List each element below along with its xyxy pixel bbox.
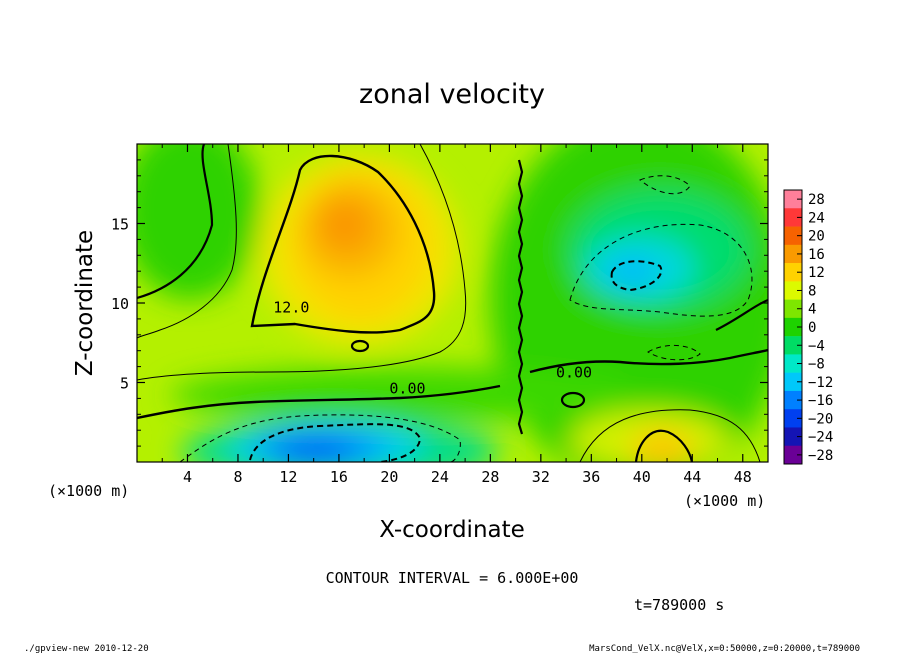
x-tick-label: 8	[233, 468, 242, 486]
y-axis: 5 10 15	[111, 159, 768, 447]
colorbar-swatch	[784, 354, 802, 373]
colorbar-swatch	[784, 208, 802, 227]
colorbar-label: −28	[808, 448, 833, 464]
contour-labels: 12.0 0.00 0.00	[273, 299, 592, 398]
colorbar-label: −20	[808, 411, 833, 427]
contour-lines	[137, 144, 768, 462]
x-tick-label: 48	[734, 468, 752, 486]
colorbar-label: 28	[808, 192, 825, 208]
x-axis-title: X-coordinate	[379, 517, 525, 543]
colorbar-swatch	[784, 263, 802, 282]
x-tick-label: 44	[683, 468, 701, 486]
colorbar-swatch	[784, 390, 802, 410]
colorbar-label: −8	[808, 357, 825, 373]
colorbar-label: 12	[808, 265, 825, 281]
colorbar-label: 8	[808, 283, 816, 299]
colorbar-swatch	[784, 190, 802, 209]
contour-label: 0.00	[556, 364, 592, 382]
time-label: t=789000 s	[634, 596, 724, 614]
colorbar-label: 20	[808, 229, 825, 245]
y-tick-label: 15	[111, 216, 129, 234]
y-tick-label: 10	[111, 295, 129, 313]
colorbar-label: −16	[808, 393, 833, 409]
contour-interval-note: CONTOUR INTERVAL = 6.000E+00	[326, 569, 579, 587]
x-unit-right: (×1000 m)	[684, 492, 765, 510]
x-tick-label: 28	[481, 468, 499, 486]
colorbar-swatch	[784, 427, 802, 447]
x-tick-label: 32	[532, 468, 550, 486]
colorbar-swatch	[784, 226, 802, 246]
colorbar-label: −24	[808, 430, 833, 446]
colorbar-swatch	[784, 409, 802, 428]
x-tick-label: 4	[183, 468, 192, 486]
colorbar-swatch	[784, 317, 802, 337]
footer-left: ./gpview-new 2010-12-20	[24, 644, 149, 654]
x-tick-label: 20	[380, 468, 398, 486]
contour-label: 12.0	[273, 299, 309, 317]
plot-area: 12.0 0.00 0.00	[137, 144, 768, 462]
x-tick-label: 36	[582, 468, 600, 486]
colorbar-swatch	[784, 244, 802, 264]
color-field	[137, 144, 768, 462]
colorbar-label: 24	[808, 210, 825, 226]
x-tick-label: 16	[330, 468, 348, 486]
colorbar-label: −12	[808, 375, 833, 391]
x-tick-label: 40	[633, 468, 651, 486]
chart-title: zonal velocity	[359, 79, 545, 110]
y-axis-title: Z-coordinate	[72, 230, 98, 376]
x-tick-label: 12	[279, 468, 297, 486]
y-tick-label: 5	[120, 375, 129, 393]
colorbar: 28 24 20 16 12 8 4 0 −4 −8 −12 −16 −20 −24 −28	[783, 189, 833, 465]
colorbar-label: 4	[808, 302, 816, 318]
colorbar-swatch	[784, 299, 802, 319]
contour-label: 0.00	[389, 380, 425, 398]
colorbar-label: −4	[808, 338, 825, 354]
colorbar-swatch	[784, 336, 802, 355]
footer-right: MarsCond_VelX.nc@VelX,x=0:50000,z=0:2000…	[589, 644, 860, 654]
colorbar-label: 16	[808, 247, 825, 263]
colorbar-swatch	[784, 372, 802, 392]
colorbar-swatch	[784, 445, 802, 465]
x-unit-left: (×1000 m)	[48, 482, 129, 500]
colorbar-swatch	[784, 281, 802, 300]
x-tick-label: 24	[431, 468, 449, 486]
colorbar-label: 0	[808, 320, 816, 336]
x-axis: 4 8 12 16 20 24 28 32 36 40 44 48	[161, 144, 752, 486]
